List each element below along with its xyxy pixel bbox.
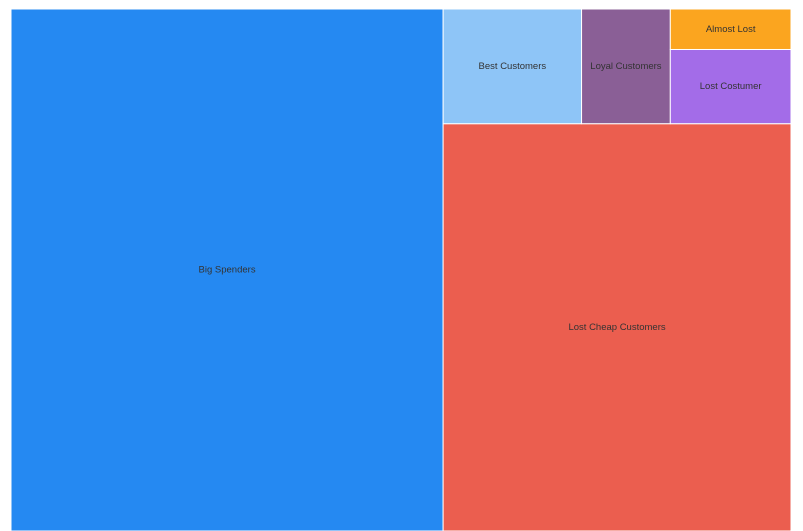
tile (669, 48, 792, 125)
tile-label: Loyal Customers (590, 61, 662, 72)
tile-label: Best Customers (479, 61, 547, 72)
tile-label: Big Spenders (199, 265, 256, 276)
tile-label: Lost Costumer (700, 81, 762, 92)
tile (669, 8, 792, 50)
tile (442, 8, 583, 125)
tile-label: Almost Lost (706, 24, 756, 35)
tile (581, 8, 671, 125)
tile (442, 123, 792, 531)
tile (10, 8, 444, 531)
tile-label: Lost Cheap Customers (568, 322, 665, 333)
